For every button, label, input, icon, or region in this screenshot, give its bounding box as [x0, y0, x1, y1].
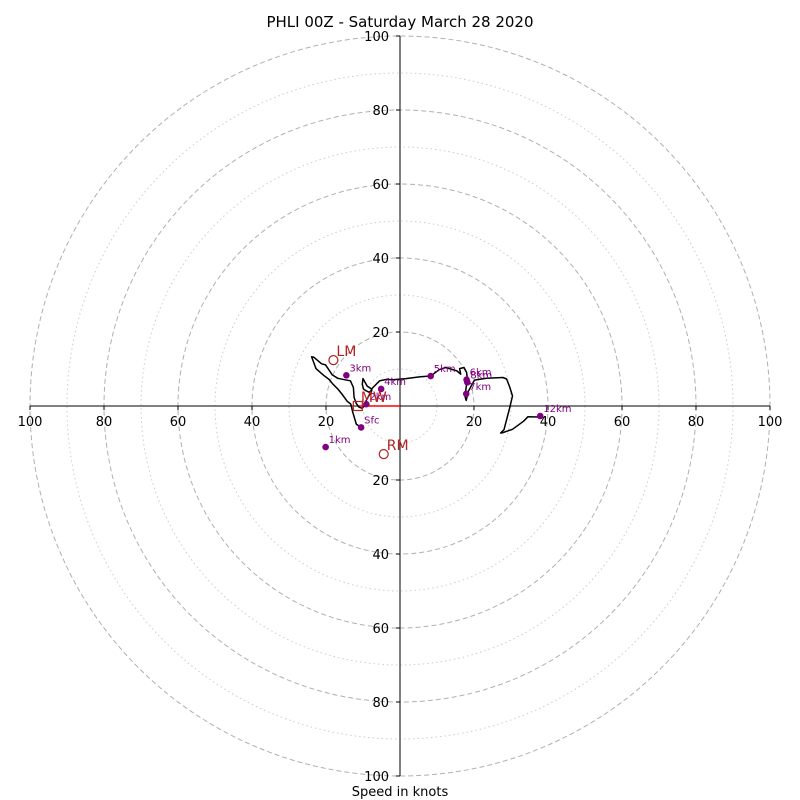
x-tick-label: 100 [18, 415, 43, 430]
motion-label: MW [361, 390, 387, 406]
y-tick-label: 40 [372, 252, 389, 267]
height-point [363, 400, 370, 408]
motion-square [352, 400, 363, 412]
height-label: 5km [434, 364, 456, 375]
height-marker: 8km [464, 370, 492, 386]
height-label: 7km [469, 382, 491, 393]
height-point [322, 443, 329, 451]
height-marker: 4km [377, 377, 406, 393]
height-point [357, 424, 365, 431]
height-marker: 12km [536, 404, 571, 420]
motion-label: LM [336, 344, 356, 360]
height-label: 1km [329, 435, 351, 446]
hodograph-trace [310, 356, 544, 434]
y-tick-label: 20 [372, 326, 389, 341]
height-marker: 2km [363, 392, 391, 408]
x-tick-label: 100 [758, 415, 783, 430]
height-point [462, 390, 470, 398]
y-tick-label: 100 [364, 30, 389, 45]
hodograph-line [310, 356, 544, 434]
height-label: 4km [384, 377, 406, 388]
storm-motion-markers: LM RM MW [328, 344, 409, 460]
motion-label: RM [387, 438, 409, 454]
height-point [427, 372, 435, 380]
x-tick-label: 60 [170, 415, 187, 430]
height-label: 12km [543, 404, 571, 415]
height-marker: 7km [462, 382, 491, 398]
y-tick-label: 40 [372, 548, 389, 563]
tick-labels: 20 20 20 20 40 40 40 40 60 60 60 60 80 80 80 80 100 100 10… [18, 30, 783, 785]
height-label: 3km [349, 363, 371, 374]
height-label: Sfc [364, 415, 379, 426]
motion-marker: LM [328, 344, 356, 366]
height-marker: 5km [427, 364, 456, 380]
motion-circle [378, 449, 389, 460]
height-point [464, 379, 471, 386]
height-label: 6km [470, 368, 492, 379]
y-tick-label: 80 [372, 104, 389, 119]
height-marker: 1km [322, 435, 351, 451]
height-point [377, 385, 385, 393]
x-tick-label: 60 [614, 415, 631, 430]
y-tick-label: 20 [372, 474, 389, 489]
motion-marker: RM [378, 438, 409, 460]
x-tick-label: 80 [96, 415, 113, 430]
x-tick-label: 20 [466, 415, 483, 430]
y-tick-label: 80 [372, 696, 389, 711]
x-tick-label: 20 [318, 415, 335, 430]
height-point [343, 371, 350, 379]
x-tick-label: 40 [244, 415, 261, 430]
x-tick-label: 40 [540, 415, 557, 430]
motion-circle [328, 355, 339, 366]
height-marker: Sfc [357, 415, 380, 431]
height-point [536, 412, 544, 420]
chart-title: PHLI 00Z - Saturday March 28 2020 [266, 13, 533, 31]
y-tick-label: 100 [364, 770, 389, 785]
height-label: 8km [470, 370, 492, 381]
motion-marker: MW [352, 390, 387, 412]
y-tick-label: 60 [372, 622, 389, 637]
x-axis-label: Speed in knots [352, 785, 449, 800]
x-tick-label: 80 [688, 415, 705, 430]
height-marker: 3km [343, 363, 371, 379]
y-tick-label: 60 [372, 178, 389, 193]
height-label: 2km [369, 392, 391, 403]
